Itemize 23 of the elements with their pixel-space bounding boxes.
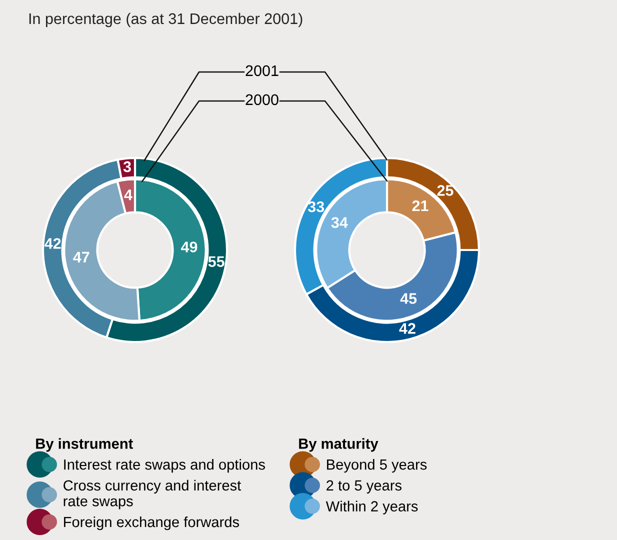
data-label: 4 [124, 190, 132, 200]
data-label: 3 [123, 161, 131, 172]
legend-label: Within 2 years [326, 500, 418, 514]
slice-label: 2000 [246, 94, 278, 106]
legend-title: By instrument [36, 438, 133, 452]
data-label: 55 [208, 256, 224, 267]
data-label: 47 [73, 252, 90, 262]
data-label: 34 [331, 217, 348, 228]
data-label: 25 [437, 185, 454, 196]
legend-label: Cross currency and interest rate swaps [64, 480, 242, 510]
data-label: 49 [180, 242, 198, 252]
data-label: 45 [400, 293, 417, 304]
legend-label: Foreign exchange forwards [64, 516, 240, 530]
legend-title: By maturity [299, 438, 378, 452]
legend-label: Interest rate swaps and options [64, 459, 265, 473]
data-label: 33 [308, 201, 324, 212]
data-label: 42 [399, 323, 416, 334]
legend-label: 2 to 5 years [326, 480, 402, 494]
legend-label: Beyond 5 years [327, 459, 427, 473]
chart-title: In percentage (as at 31 December 2001) [29, 12, 302, 28]
data-label: 42 [44, 238, 61, 249]
data-label: 21 [412, 200, 428, 212]
slice-label: 2001 [246, 65, 278, 76]
